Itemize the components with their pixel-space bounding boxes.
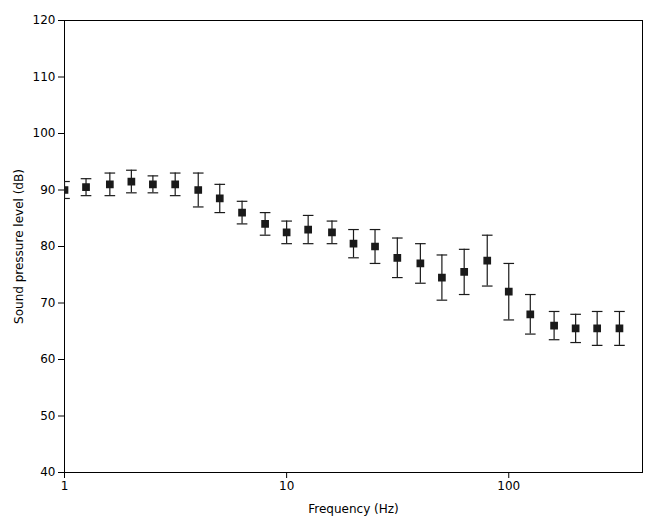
svg-text:60: 60 — [40, 352, 55, 366]
svg-text:Sound pressure level (dB): Sound pressure level (dB) — [12, 169, 26, 324]
svg-text:1: 1 — [61, 479, 69, 493]
svg-text:100: 100 — [497, 479, 520, 493]
svg-text:80: 80 — [40, 239, 55, 253]
svg-text:100: 100 — [33, 126, 56, 140]
svg-text:Frequency (Hz): Frequency (Hz) — [308, 502, 399, 516]
svg-text:40: 40 — [40, 465, 55, 479]
svg-text:70: 70 — [40, 296, 55, 310]
svg-text:10: 10 — [279, 479, 294, 493]
svg-text:110: 110 — [33, 70, 56, 84]
svg-text:50: 50 — [40, 409, 55, 423]
svg-text:90: 90 — [40, 183, 55, 197]
svg-text:120: 120 — [33, 13, 56, 27]
